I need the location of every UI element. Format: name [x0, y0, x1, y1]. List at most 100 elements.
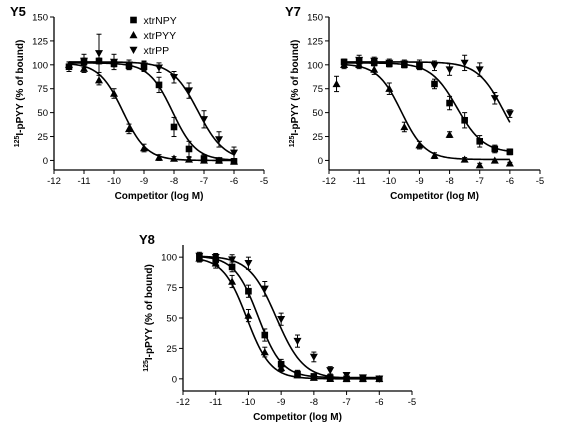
data-point	[461, 116, 468, 124]
fit-curve	[199, 258, 380, 380]
data-point	[430, 151, 439, 159]
data-point	[491, 145, 499, 153]
series-xtrpyy	[195, 254, 384, 383]
data-point	[211, 253, 220, 262]
data-point	[211, 259, 220, 267]
data-point	[326, 374, 335, 383]
data-point	[309, 353, 318, 361]
fit-curve	[68, 63, 234, 162]
data-point	[195, 252, 204, 260]
legend-marker	[130, 16, 137, 24]
data-point	[430, 62, 439, 70]
data-point	[155, 81, 163, 89]
data-point	[385, 84, 394, 92]
y-tick-label: 150	[32, 13, 48, 24]
fit-curve	[199, 255, 380, 380]
x-tick-label: -9	[277, 397, 285, 408]
data-point	[228, 256, 237, 264]
panel-title: Y5	[10, 4, 26, 19]
data-point	[125, 61, 133, 69]
data-point	[475, 161, 484, 169]
x-tick-label: -12	[322, 176, 336, 187]
x-tick-label: -7	[200, 176, 208, 187]
data-point	[505, 159, 514, 167]
series-xtrpp	[69, 33, 238, 160]
data-point	[445, 66, 454, 74]
series-xtrpp	[344, 54, 514, 123]
x-tick-label: -12	[47, 176, 61, 187]
y-tick-label: 75	[312, 84, 323, 95]
data-point	[200, 156, 208, 164]
data-point	[80, 57, 88, 65]
x-tick-label: -7	[342, 397, 350, 408]
legend-marker	[129, 31, 138, 39]
legend: xtrNPY xtrPYY xtrPP	[129, 15, 177, 57]
y-tick-label: 25	[312, 132, 323, 143]
series-xtrnpy	[65, 57, 238, 165]
data-point	[244, 260, 253, 268]
legend-label: xtrPP	[144, 45, 170, 57]
data-point	[155, 64, 163, 72]
y-axis-title-superscript: 125	[143, 360, 150, 372]
data-point	[230, 157, 238, 165]
data-point	[244, 311, 253, 319]
data-point	[140, 62, 148, 70]
data-point	[65, 60, 73, 69]
data-point	[277, 316, 286, 324]
data-point	[170, 74, 178, 82]
x-tick-label: -9	[140, 176, 148, 187]
x-tick-label: -11	[209, 397, 222, 408]
x-axis-title: Competitor (log M)	[390, 191, 479, 202]
x-tick-label: -12	[176, 397, 190, 408]
data-point	[293, 337, 302, 346]
y-tick-label: 50	[312, 108, 323, 119]
data-point	[340, 60, 349, 69]
data-point	[228, 263, 236, 271]
y-tick-label: 0	[43, 156, 48, 167]
data-point	[385, 59, 394, 67]
data-point	[215, 136, 223, 144]
x-tick-label: -11	[77, 176, 90, 187]
y-axis-title: 125I-pPYY (% of bound)	[143, 264, 155, 372]
data-point	[261, 331, 269, 339]
legend-label: xtrNPY	[144, 15, 177, 27]
data-point	[375, 375, 384, 383]
y-tick-label: 75	[37, 84, 48, 95]
data-point	[277, 363, 286, 372]
data-point	[140, 144, 148, 152]
data-point	[170, 123, 178, 131]
series-xtrnpy	[340, 57, 514, 156]
y-axis-title: 125I-pPYY (% of bound)	[14, 40, 26, 148]
data-point	[370, 65, 379, 73]
y-axis-title-text: I-pPYY (% of bound)	[290, 40, 301, 136]
data-point	[400, 60, 409, 68]
series-xtrpp	[195, 251, 384, 383]
x-tick-label: -10	[107, 176, 121, 187]
y-tick-label: 125	[307, 36, 323, 47]
data-point	[95, 76, 103, 84]
x-tick-label: -10	[242, 397, 256, 408]
data-point	[445, 130, 454, 138]
data-point	[309, 373, 318, 381]
data-point	[490, 95, 499, 103]
data-point	[460, 59, 469, 67]
data-point	[446, 99, 453, 107]
x-tick-label: -5	[536, 176, 544, 187]
x-tick-label: -10	[382, 176, 396, 187]
data-point	[260, 348, 269, 356]
data-point	[230, 149, 238, 157]
fit-curve	[344, 61, 511, 123]
data-point	[506, 148, 514, 156]
data-point	[332, 79, 341, 88]
y-tick-label: 100	[307, 60, 323, 71]
data-point	[326, 367, 335, 375]
data-point	[170, 154, 178, 162]
x-axis-title: Competitor (log M)	[115, 191, 204, 202]
y-axis-title-superscript: 125	[14, 136, 21, 148]
x-tick-label: -8	[170, 176, 178, 187]
x-tick-label: -9	[415, 176, 423, 187]
data-point	[490, 156, 499, 164]
data-point	[215, 156, 223, 164]
x-tick-label: -8	[445, 176, 453, 187]
